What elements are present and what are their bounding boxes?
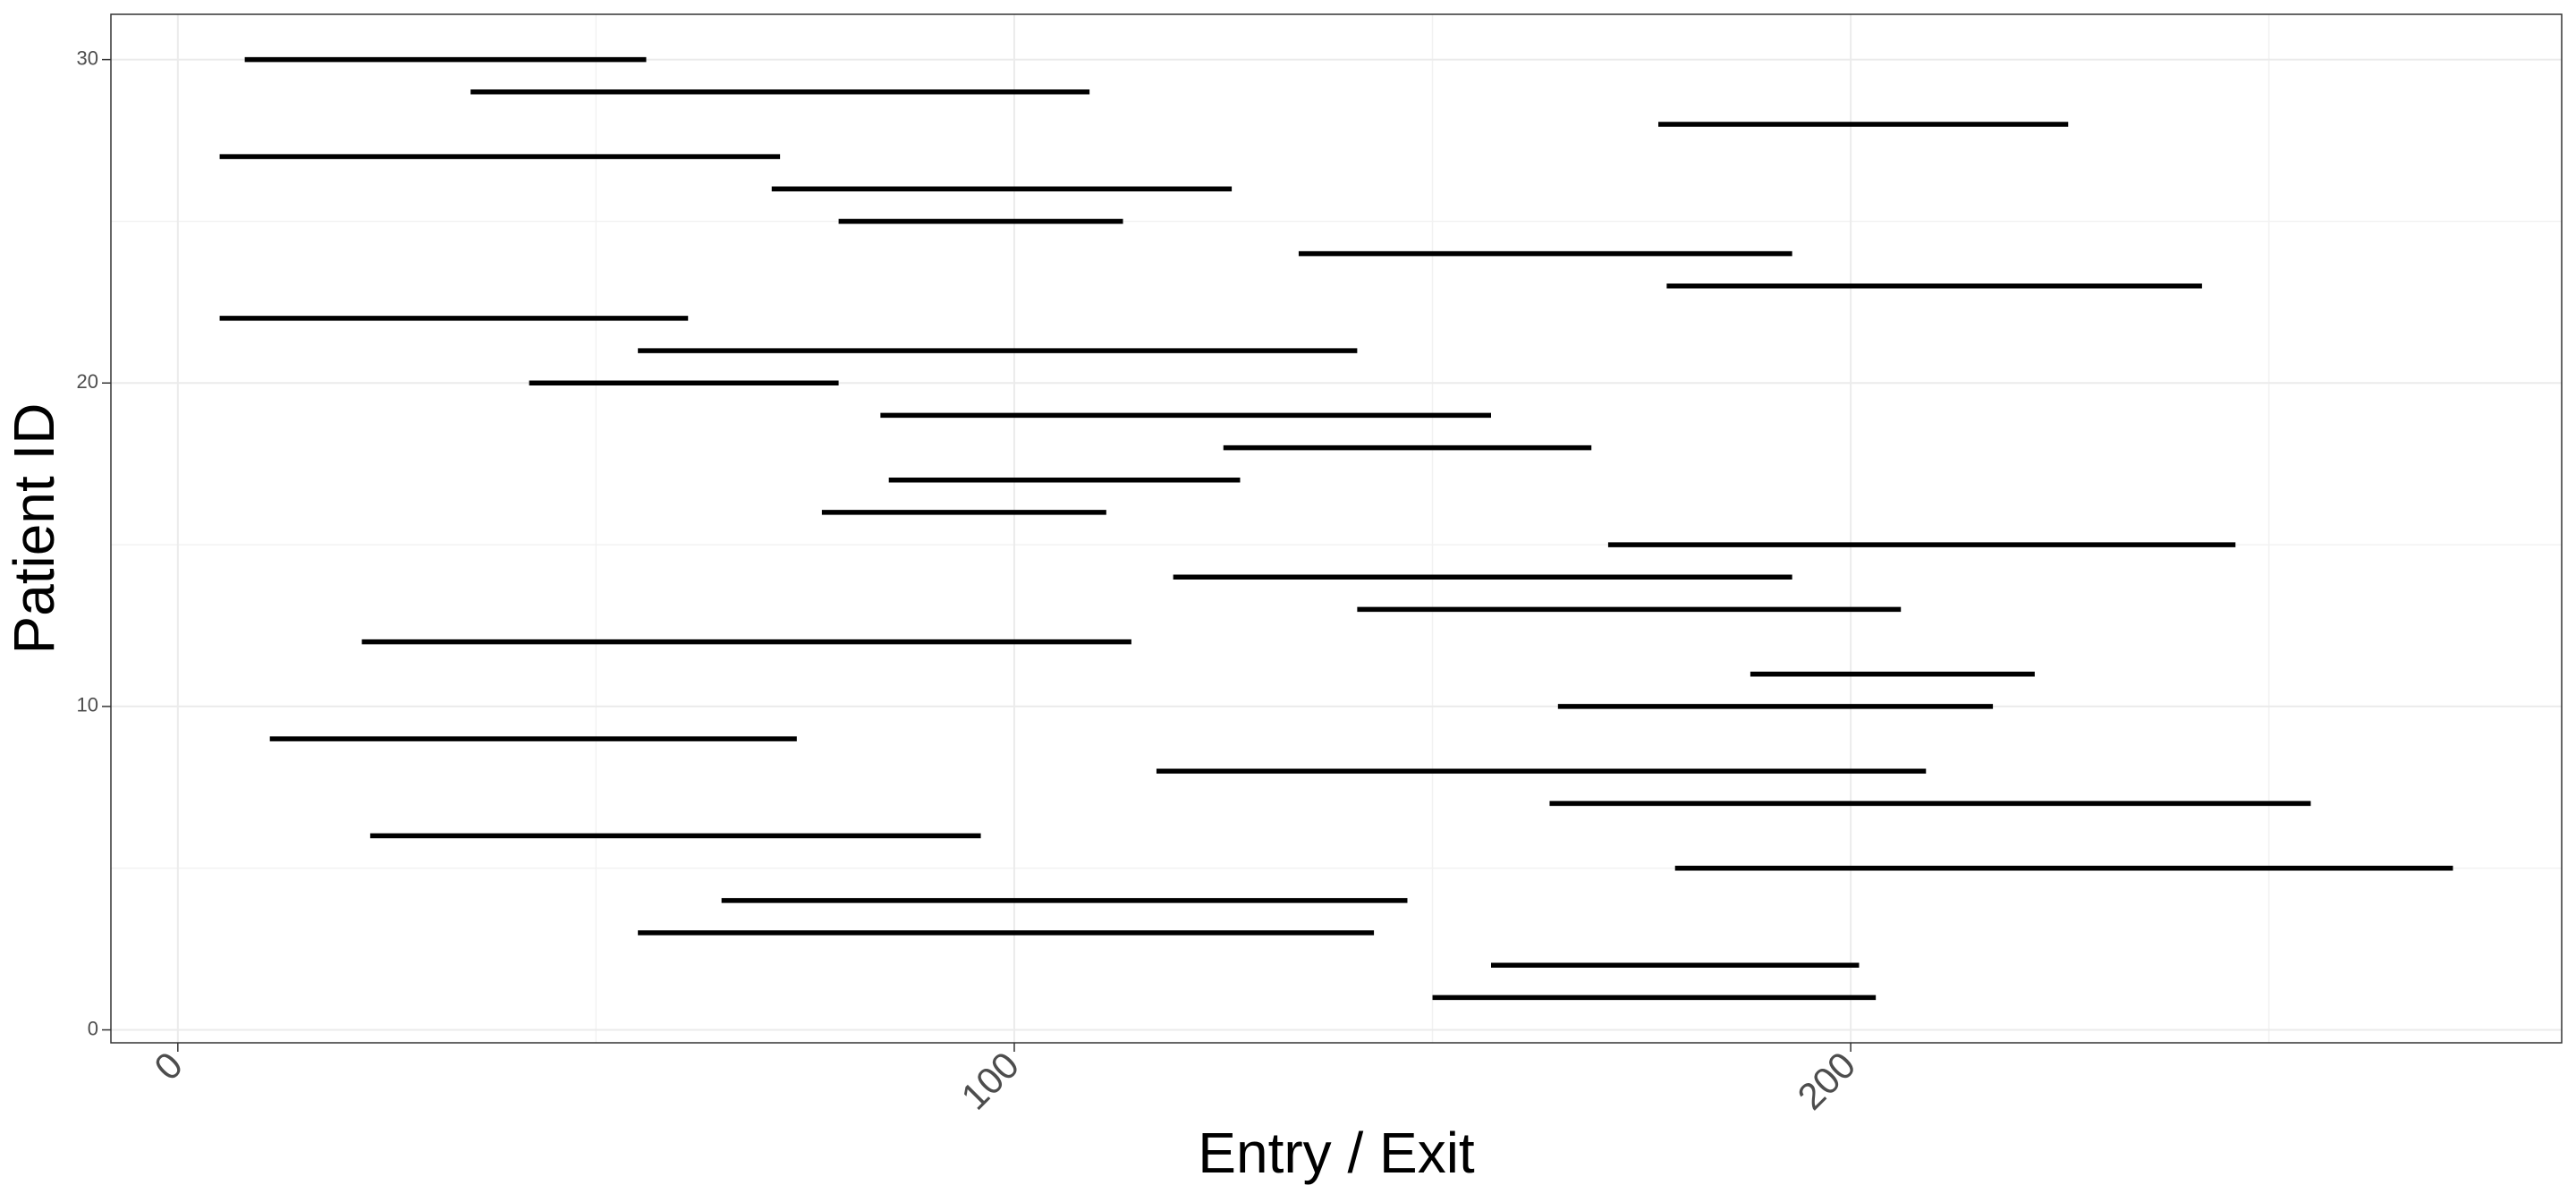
y-tick-label: 10	[77, 694, 98, 716]
x-axis-title: Entry / Exit	[1198, 1121, 1475, 1185]
plot-panel-background	[111, 14, 2562, 1043]
y-tick-label: 0	[88, 1017, 98, 1039]
x-tick-label: 200	[1790, 1044, 1864, 1118]
x-tick-label: 0	[146, 1044, 191, 1088]
y-tick-label: 20	[77, 370, 98, 393]
plot-panel-border	[110, 13, 2563, 1044]
y-tick-label: 30	[77, 47, 98, 69]
y-axis-title: Patient ID	[2, 402, 66, 654]
x-tick-label: 100	[953, 1044, 1027, 1118]
segments-layer	[219, 56, 2453, 1001]
x-axis-ticks: 0 100 200	[146, 1043, 1863, 1118]
y-axis-ticks: 0 10 20 30	[77, 47, 111, 1039]
